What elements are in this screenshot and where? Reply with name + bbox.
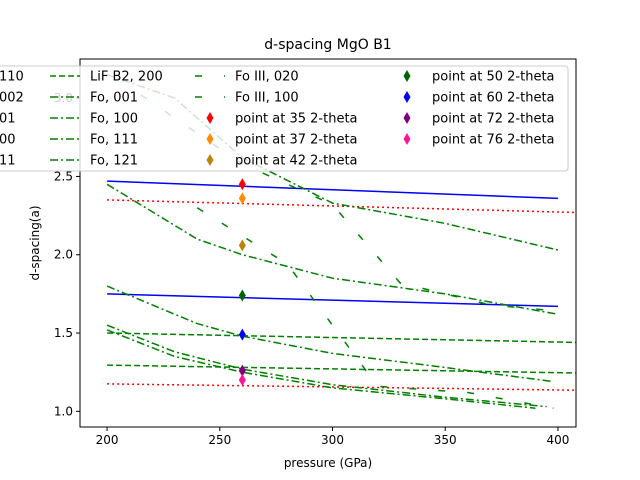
legend-label-c1-3: Fo, 111 (90, 133, 138, 148)
x-tick-label-1: 250 (208, 433, 231, 447)
legend-label-c2-3: point at 37 2-theta (235, 133, 358, 148)
legend-marker-c3-3 (403, 133, 411, 145)
legend-marker-c2-2 (206, 112, 214, 124)
legend-label-c2-4: point at 42 2-theta (235, 154, 358, 169)
chart-title: d-spacing MgO B1 (264, 37, 391, 53)
legend-label-c3-3: point at 76 2-theta (432, 133, 555, 148)
legend-label-c1-4: Fo, 121 (90, 154, 138, 169)
x-tick-label-0: 200 (96, 433, 119, 447)
series-line-5 (107, 364, 576, 374)
legend-label-c2-2: point at 35 2-theta (235, 112, 358, 127)
y-tick-label-0: 1.0 (54, 404, 73, 418)
legend-label-c3-0: point at 50 2-theta (432, 70, 555, 85)
data-point-6 (238, 374, 246, 387)
series-line-7 (106, 183, 559, 316)
data-point-5 (238, 364, 246, 377)
series-line-10 (106, 329, 536, 409)
series-line-1 (107, 293, 559, 308)
series-line-12 (196, 207, 554, 409)
legend-label-c0-4: 11 (0, 154, 16, 169)
data-point-1 (238, 192, 246, 205)
legend-label-c3-2: point at 72 2-theta (432, 112, 555, 127)
legend-box (0, 65, 569, 172)
y-axis-label: d-spacing(a) (28, 205, 42, 280)
y-tick-label-1: 1.5 (54, 326, 73, 340)
x-tick-label-4: 400 (547, 433, 570, 447)
legend-label-c2-0: Fo III, 020 (235, 70, 299, 85)
legend-label-c1-1: Fo, 001 (90, 91, 138, 106)
x-tick-label-2: 300 (321, 433, 344, 447)
data-point-4 (238, 328, 246, 341)
legend-label-c1-0: LiF B2, 200 (90, 70, 163, 85)
legend-marker-c3-0 (403, 70, 411, 82)
legend-label-c1-2: Fo, 100 (90, 112, 138, 127)
legend-label-c3-1: point at 60 2-theta (432, 91, 555, 106)
legend-label-c2-1: Fo III, 100 (235, 91, 299, 106)
series-line-0 (107, 180, 559, 200)
legend-label-c0-0: 110 (0, 70, 24, 85)
data-point-0 (238, 178, 246, 191)
series-line-8 (106, 285, 554, 383)
y-tick-label-3: 2.5 (54, 169, 73, 183)
series-line-2 (107, 199, 576, 214)
series-group (106, 73, 576, 409)
legend-label-c0-1: 002 (0, 91, 24, 106)
series-line-3 (107, 383, 576, 391)
legend-label-c0-2: 01 (0, 112, 16, 127)
y-tick-label-2: 2.0 (54, 248, 73, 262)
series-line-9 (106, 324, 547, 408)
legend-marker-c3-1 (403, 91, 411, 103)
data-point-3 (238, 289, 246, 302)
legend-marker-c2-3 (206, 133, 214, 145)
data-point-2 (238, 239, 246, 252)
legend: 110 002 01 00 11 LiF B2, 200 Fo, 001 Fo, 100 Fo,… (0, 65, 569, 172)
axes-frame (79, 58, 577, 428)
x-tick-label-3: 350 (434, 433, 457, 447)
legend-label-c0-3: 00 (0, 133, 16, 148)
x-axis-label: pressure (GPa) (284, 456, 372, 470)
series-line-4 (107, 332, 576, 344)
legend-marker-c2-4 (206, 154, 214, 166)
legend-marker-c3-2 (403, 112, 411, 124)
